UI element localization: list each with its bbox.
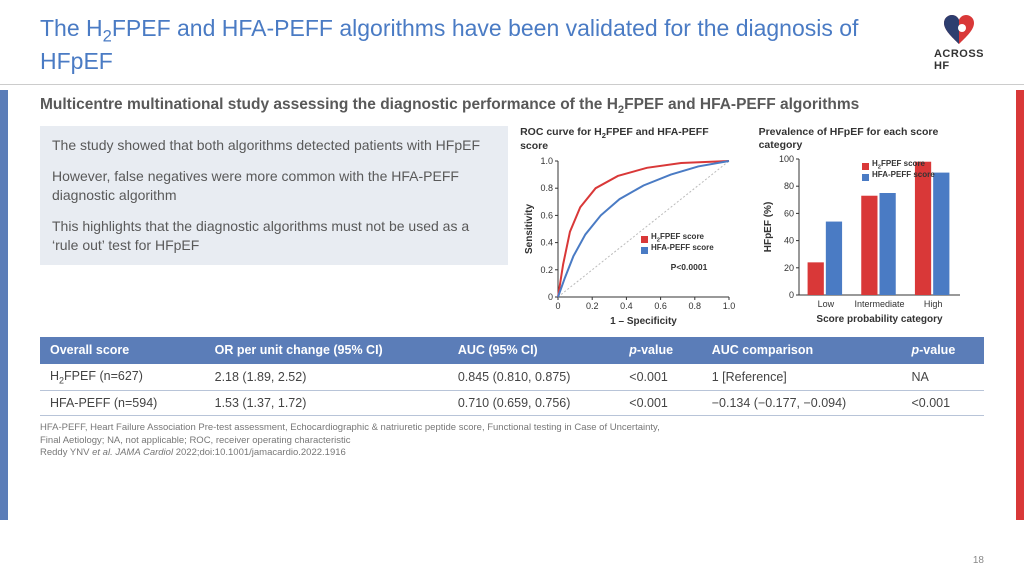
table-cell: −0.134 (−0.177, −0.094) [702,391,902,416]
svg-text:20: 20 [784,263,794,273]
table-cell: <0.001 [902,391,985,416]
content: Multicentre multinational study assessin… [0,85,1024,416]
svg-text:High: High [924,299,943,309]
header: The H2FPEF and HFA-PEFF algorithms have … [0,0,1024,85]
left-accent-bar [0,90,8,520]
table-cell: H2FPEF (n=627) [40,364,205,391]
results-table: Overall scoreOR per unit change (95% CI)… [40,337,984,417]
svg-text:100: 100 [779,155,794,164]
findings-textbox: The study showed that both algorithms de… [40,126,508,264]
svg-text:0: 0 [548,292,553,302]
table-body: H2FPEF (n=627)2.18 (1.89, 2.52)0.845 (0.… [40,364,984,416]
finding-3: This highlights that the diagnostic algo… [52,217,496,255]
svg-text:1.0: 1.0 [723,301,735,311]
table-cell: 1 [Reference] [702,364,902,391]
right-accent-bar [1016,90,1024,520]
table-header-cell: p-value [619,337,701,364]
svg-text:P<0.0001: P<0.0001 [671,262,708,272]
table-header-cell: AUC (95% CI) [448,337,619,364]
subtitle: Multicentre multinational study assessin… [40,95,984,118]
svg-text:0.2: 0.2 [586,301,599,311]
svg-text:0: 0 [789,290,794,300]
footnote-line-1: HFA-PEFF, Heart Failure Association Pre-… [40,422,984,434]
svg-text:Low: Low [817,299,834,309]
bar-chart-svg: 0 20 40 60 80 100 Low Intermediate High HFpEF (%)… [759,155,964,325]
table-header-cell: OR per unit change (95% CI) [205,337,448,364]
table-cell: NA [902,364,985,391]
footnote-line-3: Reddy YNV et al. JAMA Cardiol 2022;doi:1… [40,447,984,459]
logo-text: ACROSSHF [934,48,984,72]
table-cell: HFA-PEFF (n=594) [40,391,205,416]
svg-text:0.8: 0.8 [541,183,554,193]
finding-1: The study showed that both algorithms de… [52,136,496,155]
svg-text:0.6: 0.6 [654,301,667,311]
roc-chart: ROC curve for H2FPEF and HFA-PEFF score … [520,126,739,327]
finding-2: However, false negatives were more commo… [52,167,496,205]
svg-text:Intermediate: Intermediate [854,299,904,309]
table-cell: <0.001 [619,391,701,416]
svg-text:Score probability category: Score probability category [816,314,943,325]
page-number: 18 [973,555,984,566]
table-cell: 0.710 (0.659, 0.756) [448,391,619,416]
table-cell: 1.53 (1.37, 1.72) [205,391,448,416]
table-header-cell: p-value [902,337,985,364]
table-row: HFA-PEFF (n=594)1.53 (1.37, 1.72)0.710 (… [40,391,984,416]
slide: The H2FPEF and HFA-PEFF algorithms have … [0,0,1024,576]
svg-text:Sensitivity: Sensitivity [524,203,535,253]
table-header-row: Overall scoreOR per unit change (95% CI)… [40,337,984,364]
svg-text:HFpEF (%): HFpEF (%) [763,202,774,253]
table-row: H2FPEF (n=627)2.18 (1.89, 2.52)0.845 (0.… [40,364,984,391]
svg-text:1.0: 1.0 [541,157,554,166]
roc-chart-title: ROC curve for H2FPEF and HFA-PEFF score [520,126,739,153]
svg-text:0.4: 0.4 [620,301,633,311]
svg-text:0: 0 [556,301,561,311]
svg-text:0.6: 0.6 [541,210,554,220]
footnote: HFA-PEFF, Heart Failure Association Pre-… [0,422,1024,459]
svg-text:1 – Specificity: 1 – Specificity [610,316,677,327]
svg-text:0.2: 0.2 [541,265,554,275]
slide-title: The H2FPEF and HFA-PEFF algorithms have … [40,14,860,76]
svg-text:0.4: 0.4 [541,237,554,247]
table-cell: 0.845 (0.810, 0.875) [448,364,619,391]
row-text-charts: The study showed that both algorithms de… [40,126,984,327]
svg-text:0.8: 0.8 [689,301,702,311]
logo: ACROSSHF [934,14,984,72]
heart-icon [942,14,976,46]
bar-chart: Prevalence of HFpEF for each score categ… [759,126,984,327]
charts-row: ROC curve for H2FPEF and HFA-PEFF score … [520,126,984,327]
svg-text:40: 40 [784,236,794,246]
table-header-cell: AUC comparison [702,337,902,364]
table-header-cell: Overall score [40,337,205,364]
roc-chart-svg: 00 0.2 0.2 0.4 0.4 0.6 0.6 0.8 0.8 1.0 1.0 1 – Spec… [520,157,735,327]
footnote-line-2: Final Aetiology; NA, not applicable; ROC… [40,435,984,447]
svg-text:80: 80 [784,181,794,191]
table-cell: 2.18 (1.89, 2.52) [205,364,448,391]
svg-text:60: 60 [784,209,794,219]
results-table-wrap: Overall scoreOR per unit change (95% CI)… [40,337,984,417]
table-cell: <0.001 [619,364,701,391]
bar-chart-title: Prevalence of HFpEF for each score categ… [759,126,984,151]
